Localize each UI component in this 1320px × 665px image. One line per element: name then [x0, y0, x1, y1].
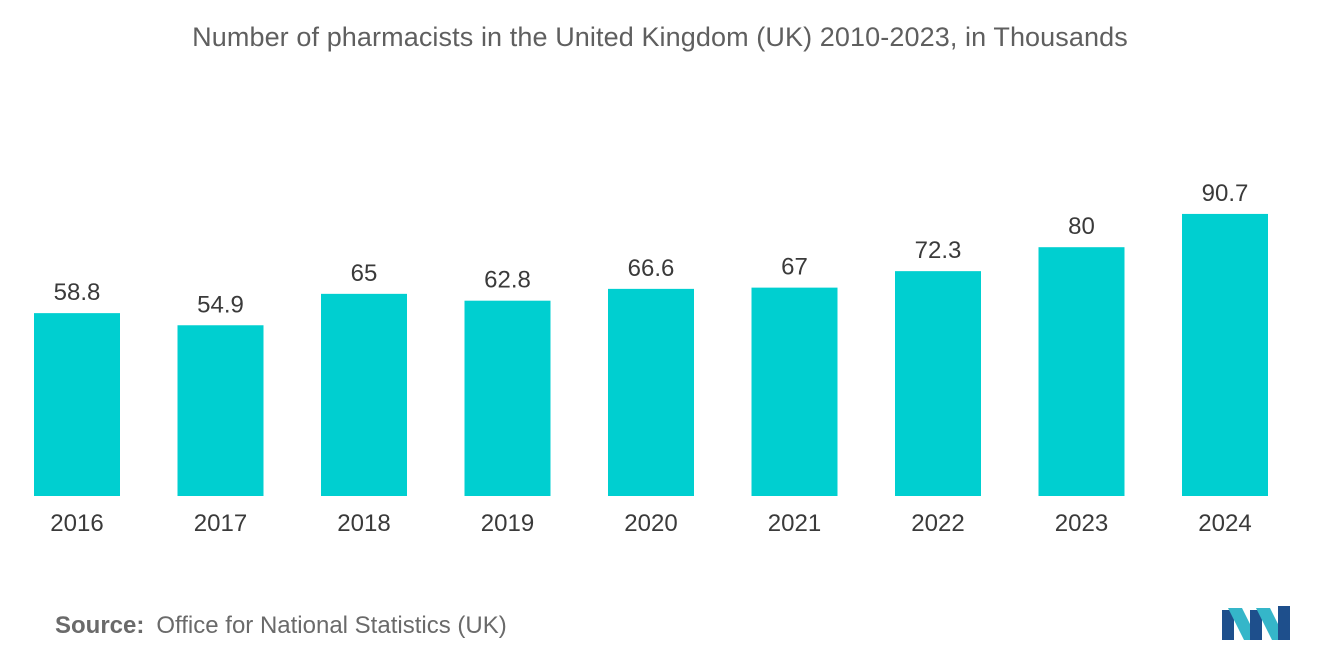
bar-2019: [464, 300, 551, 496]
bar-2022: [895, 271, 981, 496]
x-tick-label-2022: 2022: [911, 510, 964, 537]
value-label-2016: 58.8: [54, 279, 101, 306]
x-tick-label-2021: 2021: [768, 510, 821, 537]
x-tick-label-2020: 2020: [624, 510, 677, 537]
value-label-2017: 54.9: [197, 291, 244, 318]
value-label-2022: 72.3: [915, 237, 962, 264]
value-label-2023: 80: [1068, 213, 1095, 240]
x-tick-label-2018: 2018: [337, 510, 390, 537]
bar-2016: [34, 313, 120, 496]
bar-2018: [321, 293, 407, 496]
mordor-intelligence-logo-icon: [1222, 606, 1290, 640]
value-label-2018: 65: [351, 260, 378, 287]
bar-2020: [608, 288, 694, 496]
source-text: Office for National Statistics (UK): [156, 612, 507, 639]
value-label-2019: 62.8: [484, 267, 531, 294]
x-tick-label-2023: 2023: [1055, 510, 1108, 537]
source-label: Source:: [55, 612, 145, 639]
bar-2021: [751, 287, 838, 496]
value-label-2020: 66.6: [628, 255, 675, 282]
x-tick-label-2016: 2016: [50, 510, 103, 537]
bar-2017: [177, 325, 264, 496]
chart-title: Number of pharmacists in the United King…: [192, 22, 1128, 52]
value-label-2021: 67: [781, 254, 808, 281]
bar-2024: [1182, 213, 1268, 496]
x-tick-label-2019: 2019: [481, 510, 534, 537]
value-label-2024: 90.7: [1202, 180, 1249, 207]
x-tick-label-2017: 2017: [194, 510, 247, 537]
x-tick-label-2024: 2024: [1198, 510, 1251, 537]
source-note: Source: Office for National Statistics (U…: [55, 612, 507, 640]
bar-2023: [1038, 247, 1125, 496]
